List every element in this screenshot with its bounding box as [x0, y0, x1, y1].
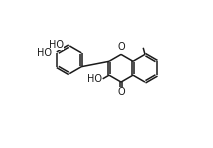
Text: HO: HO: [87, 74, 102, 84]
Text: HO: HO: [49, 40, 64, 50]
Text: O: O: [117, 87, 125, 98]
Text: O: O: [117, 42, 125, 52]
Text: HO: HO: [37, 48, 52, 58]
